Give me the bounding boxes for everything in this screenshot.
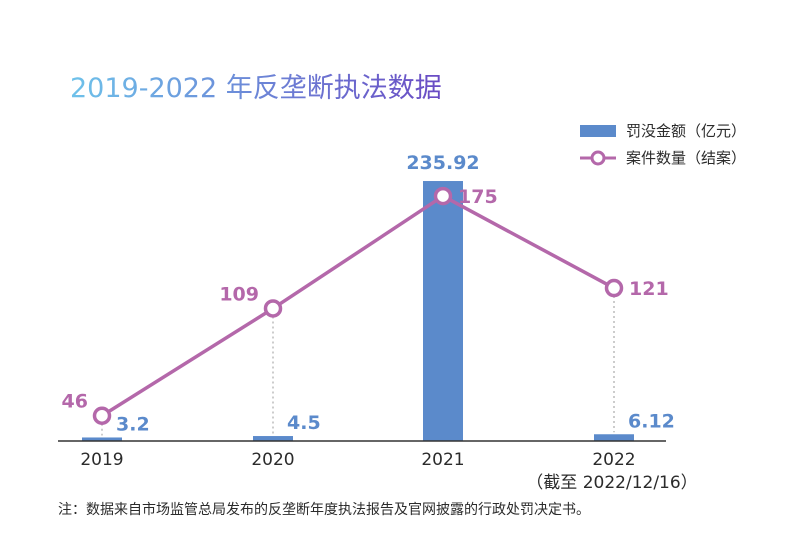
- case-count-label-2020: 109: [219, 283, 259, 305]
- x-tick-label-2022: 2022: [592, 450, 635, 470]
- legend-line-label: 案件数量（结案）: [626, 149, 746, 167]
- legend-bar-label: 罚没金额（亿元）: [626, 122, 746, 140]
- case-count-label-2021: 175: [458, 186, 498, 208]
- x-tick-sublabel-2022: （截至 2022/12/16）: [526, 473, 697, 493]
- x-tick-label-2021: 2021: [421, 450, 464, 470]
- x-tick-label-2020: 2020: [251, 450, 294, 470]
- legend-bar-swatch: [580, 125, 616, 137]
- bar-value-label-2019: 3.2: [116, 413, 150, 435]
- case-count-point-2021: [433, 186, 453, 206]
- case-count-label-2022: 121: [629, 278, 669, 300]
- bar-2021: [423, 181, 463, 442]
- legend: 罚没金额（亿元） 案件数量（结案）: [580, 122, 746, 167]
- bar-value-label-2021: 235.92: [406, 152, 479, 174]
- bar-value-label-2022: 6.12: [628, 410, 675, 432]
- case-count-point-2019: [92, 406, 112, 425]
- bar-value-label-2020: 4.5: [287, 412, 321, 434]
- chart-title: 2019-2022 年反垄断执法数据: [70, 73, 442, 104]
- case-count-line: [101, 194, 615, 418]
- case-count-label-2019: 46: [62, 391, 88, 413]
- bar-2019: [82, 437, 122, 441]
- plot-area: 3.2 4.5 235.92 6.12 46 109 175 121 2019 2020 2021 2…: [58, 152, 698, 493]
- footnote: 注：数据来自市场监管总局发布的反垄断年度执法报告及官网披露的行政处罚决定书。: [58, 501, 590, 518]
- case-count-point-2020: [263, 299, 283, 318]
- legend-line-marker: [590, 150, 606, 166]
- x-tick-label-2019: 2019: [80, 450, 123, 470]
- bar-2020: [253, 436, 293, 441]
- case-count-point-2022: [604, 278, 624, 298]
- bar-2022: [594, 434, 634, 441]
